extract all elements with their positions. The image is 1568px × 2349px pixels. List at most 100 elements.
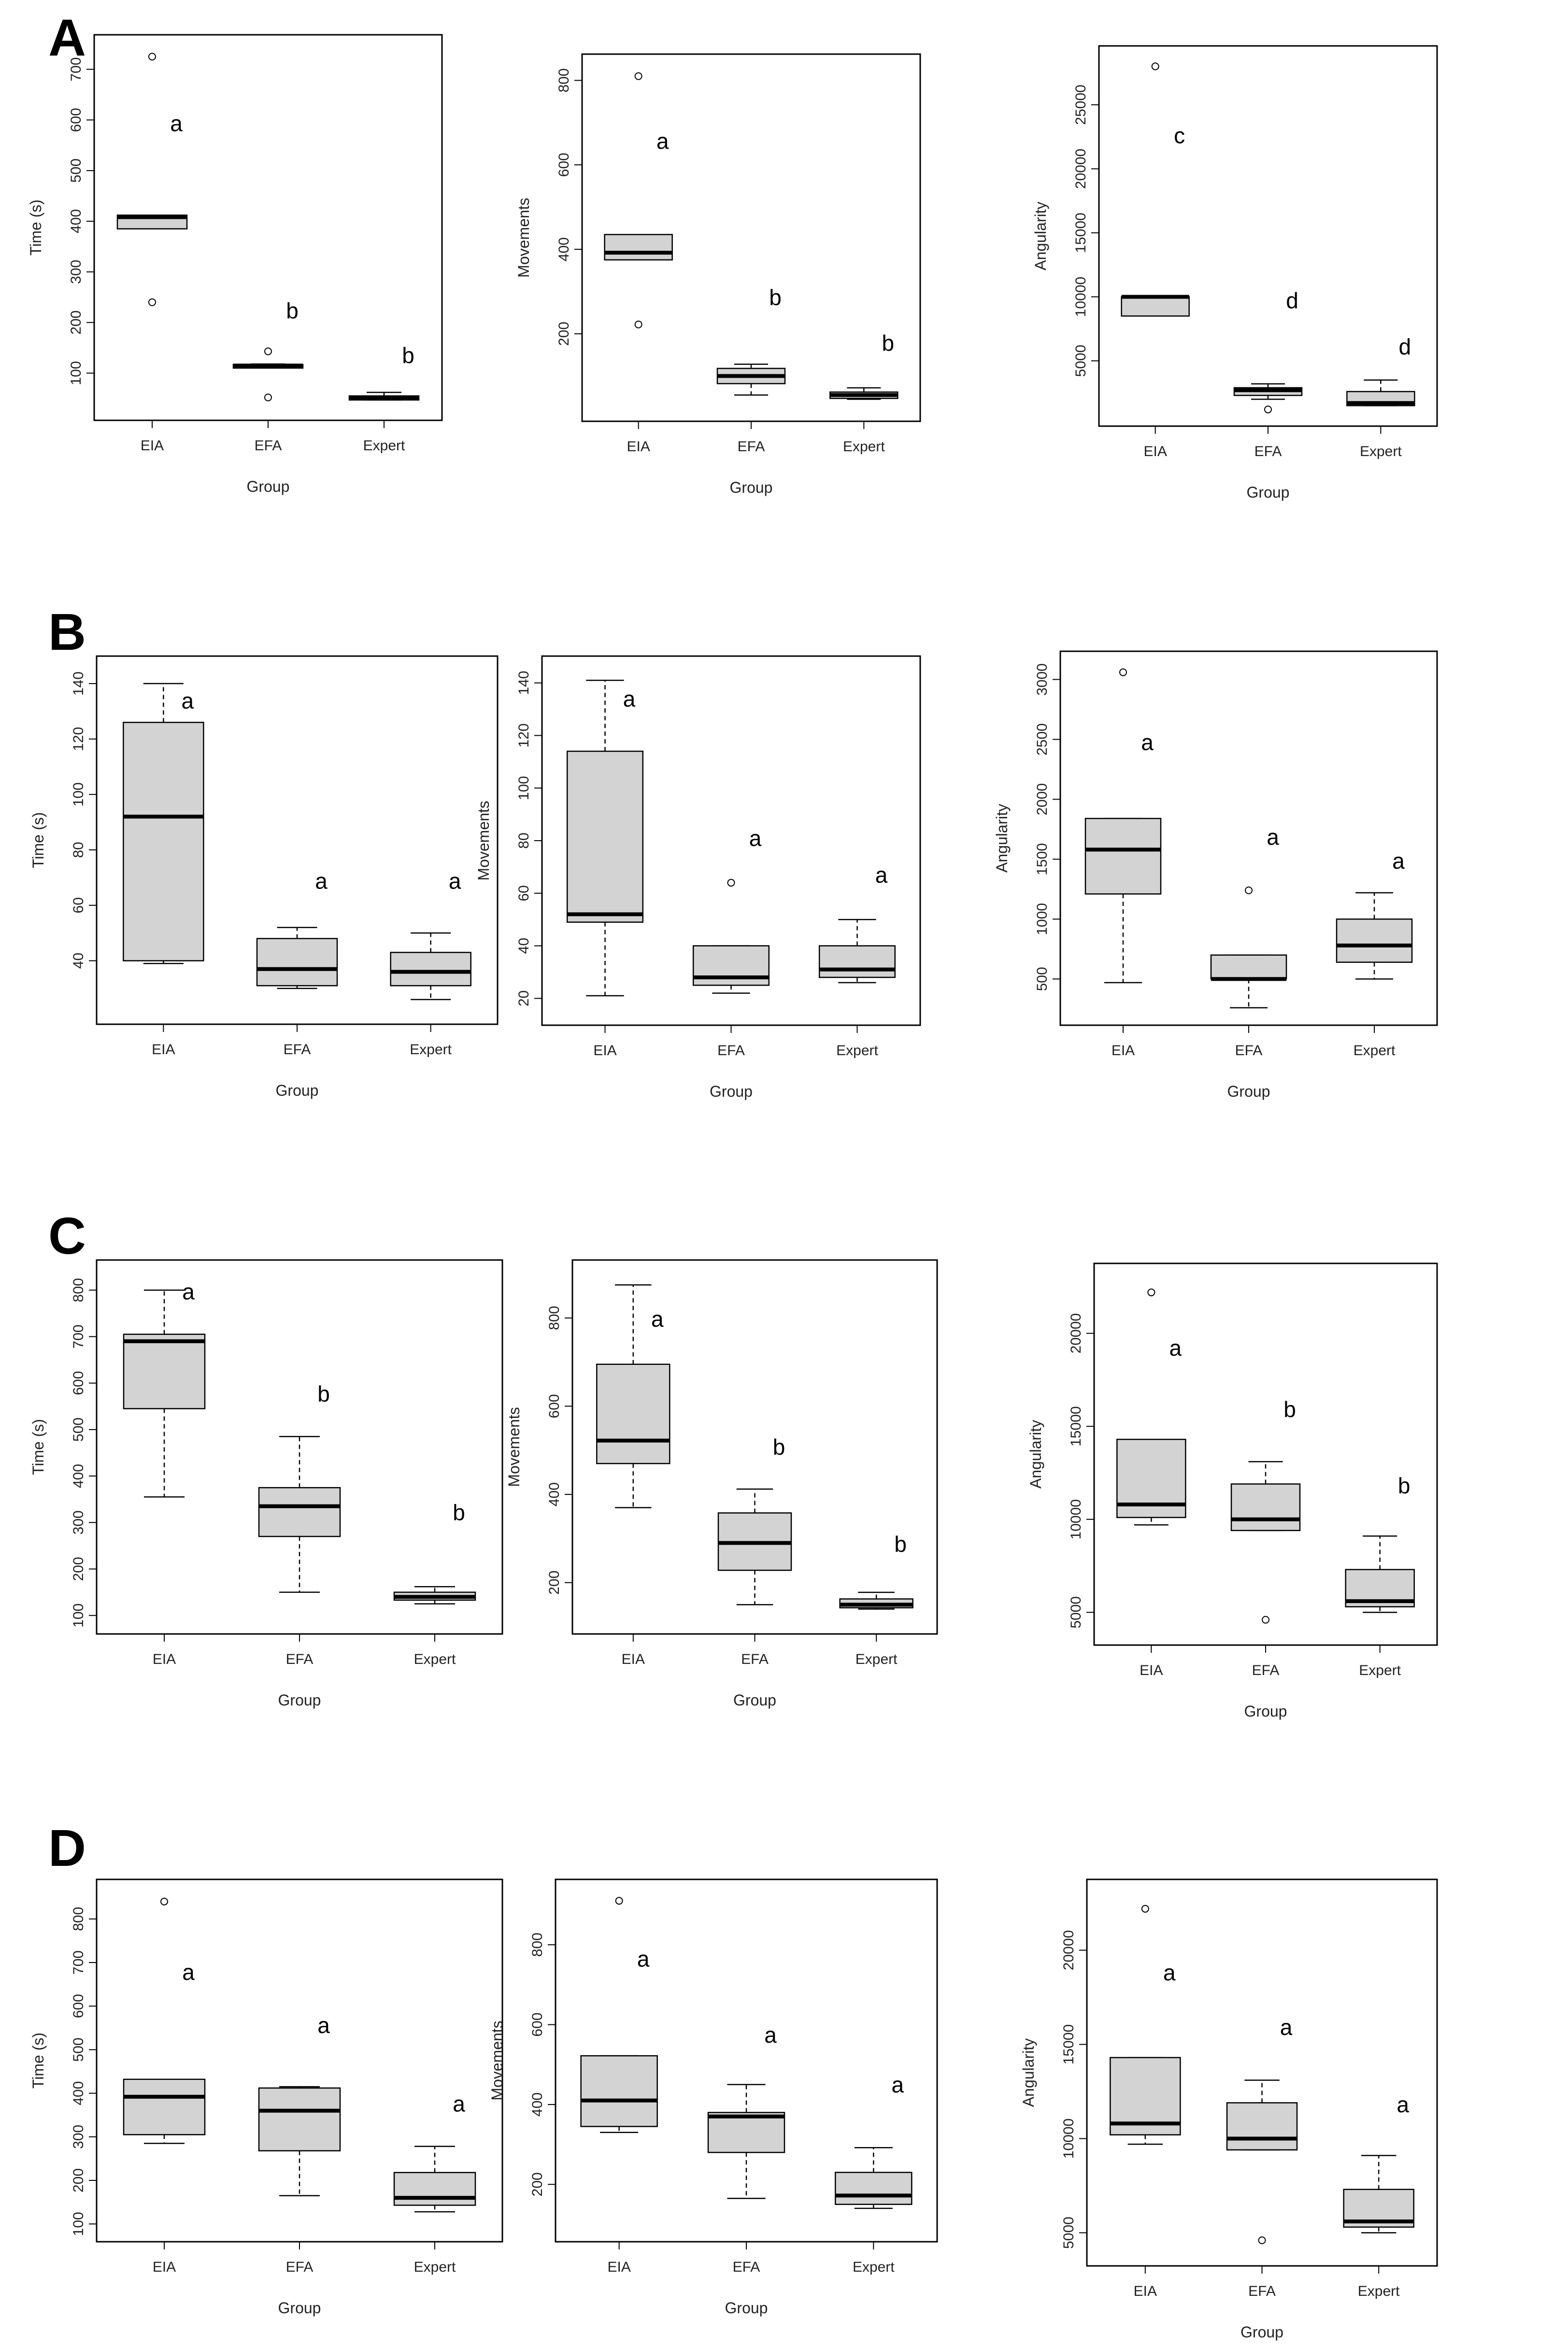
- iqr-box: [818, 945, 896, 978]
- box-eia: a: [1084, 668, 1162, 984]
- iqr-box: [1210, 954, 1287, 980]
- y-axis-label: Movements: [515, 198, 532, 277]
- significance-letter: a: [170, 111, 183, 136]
- boxplot-c1: 100 200 300 400 500 600 700 800 Time (s) EIA EFA Ex…: [29, 1259, 503, 1709]
- x-tick-label: EIA: [1143, 444, 1167, 459]
- y-tick-label: 300: [71, 1510, 86, 1534]
- x-tick-label: Expert: [853, 2259, 895, 2275]
- x-axis-label: Group: [733, 1691, 776, 1709]
- y-tick-label: 200: [556, 322, 572, 346]
- x-tick-label: Expert: [1360, 444, 1402, 459]
- significance-letter: b: [882, 330, 895, 356]
- y-axis-label: Angularity: [993, 804, 1011, 873]
- boxplot-b3: 500 1000 1500 2000 2500 3000 Angularity EIA EFA E…: [993, 650, 1438, 1100]
- y-tick-label: 140: [516, 671, 532, 695]
- x-tick-label: Expert: [363, 438, 405, 454]
- box-expert: a: [1336, 848, 1413, 980]
- outlier-point: [148, 298, 156, 306]
- y-tick-label: 200: [529, 2172, 545, 2196]
- x-tick-label: EIA: [593, 1043, 616, 1059]
- box-efa: a: [258, 2013, 341, 2196]
- y-tick-label: 80: [516, 832, 532, 848]
- y-tick-label: 600: [68, 108, 84, 132]
- y-tick-label: 1500: [1034, 843, 1050, 875]
- x-axis-label: Group: [1247, 484, 1290, 501]
- outlier-point: [615, 1897, 623, 1905]
- box-efa: a: [1226, 2015, 1298, 2244]
- y-axis-label: Movements: [475, 801, 492, 880]
- x-tick-label: EFA: [733, 2259, 760, 2275]
- x-tick-label: EFA: [284, 1042, 311, 1058]
- y-tick-label: 300: [71, 2125, 86, 2149]
- y-tick-label: 20000: [1073, 149, 1089, 189]
- iqr-box: [580, 2055, 658, 2127]
- significance-letter: d: [1286, 288, 1298, 313]
- y-tick-label: 500: [68, 158, 84, 183]
- x-tick-label: EFA: [286, 1651, 314, 1667]
- significance-letter: a: [1397, 2092, 1409, 2117]
- boxplot-c2: 200 400 600 800 Movements EIA EFA Expert Group a b…: [505, 1259, 938, 1709]
- box-expert: a: [390, 868, 471, 1001]
- box-expert: b: [839, 1532, 913, 1610]
- significance-letter: a: [637, 1947, 650, 1972]
- x-tick-label: Expert: [855, 1651, 898, 1667]
- y-tick-label: 400: [68, 209, 84, 233]
- y-tick-label: 100: [71, 2212, 86, 2236]
- y-tick-label: 40: [516, 938, 532, 954]
- boxplot-a1: 100 200 300 400 500 600 700 Time (s) EIA EFA Exper…: [27, 34, 443, 495]
- significance-letter: a: [875, 862, 888, 888]
- boxplot-a2: 200 400 600 800 Movements EIA EFA Expert Group a b…: [515, 53, 921, 496]
- outlier-point: [1245, 886, 1253, 894]
- box-expert: b: [393, 1500, 476, 1604]
- box-eia: a: [596, 1284, 670, 1508]
- x-tick-label: EIA: [152, 1042, 175, 1058]
- outlier-point: [264, 347, 272, 356]
- box-efa: b: [258, 1381, 341, 1593]
- y-tick-label: 15000: [1073, 213, 1089, 253]
- x-tick-label: Expert: [1359, 1662, 1401, 1678]
- box-eia: a: [566, 679, 644, 997]
- box-eia: a: [123, 1897, 206, 2144]
- y-tick-label: 800: [71, 1278, 86, 1302]
- x-axis-label: Group: [725, 2299, 768, 2317]
- box-efa: b: [716, 285, 786, 396]
- y-tick-label: 800: [529, 1933, 545, 1957]
- y-tick-label: 15000: [1061, 2024, 1077, 2064]
- iqr-box: [256, 938, 338, 987]
- x-axis-label: Group: [278, 2299, 321, 2317]
- significance-letter: b: [1398, 1473, 1411, 1498]
- outlier-point: [1262, 1616, 1269, 1624]
- box-efa: d: [1233, 288, 1303, 414]
- significance-letter: a: [623, 686, 636, 711]
- y-tick-label: 20000: [1068, 1313, 1084, 1353]
- outlier-point: [727, 879, 735, 887]
- significance-letter: b: [402, 343, 414, 368]
- significance-letter: b: [1283, 1397, 1296, 1422]
- x-tick-label: EIA: [153, 2259, 176, 2275]
- iqr-box: [1226, 2102, 1298, 2151]
- iqr-box: [393, 2172, 476, 2206]
- x-tick-label: Expert: [1358, 2283, 1400, 2299]
- iqr-box: [123, 721, 204, 961]
- significance-letter: a: [1141, 730, 1154, 755]
- x-axis-label: Group: [1240, 2323, 1283, 2341]
- y-tick-label: 3000: [1034, 663, 1050, 696]
- y-tick-label: 600: [556, 153, 572, 177]
- box-eia: a: [116, 53, 188, 306]
- box-efa: a: [707, 2022, 785, 2199]
- y-tick-label: 500: [71, 1418, 86, 1442]
- outlier-point: [1151, 62, 1159, 71]
- box-expert: b: [348, 343, 420, 401]
- y-axis-label: Movements: [505, 1407, 523, 1487]
- y-axis-label: Angularity: [1027, 1420, 1044, 1489]
- significance-letter: a: [449, 868, 461, 893]
- iqr-box: [692, 945, 770, 986]
- y-tick-label: 600: [71, 1994, 86, 2018]
- box-eia: a: [1110, 1905, 1181, 2145]
- y-tick-label: 1000: [1034, 903, 1050, 935]
- box-expert: a: [835, 2072, 912, 2209]
- x-tick-label: EIA: [607, 2259, 630, 2275]
- iqr-box: [1121, 296, 1190, 317]
- x-tick-label: Expert: [410, 1042, 452, 1058]
